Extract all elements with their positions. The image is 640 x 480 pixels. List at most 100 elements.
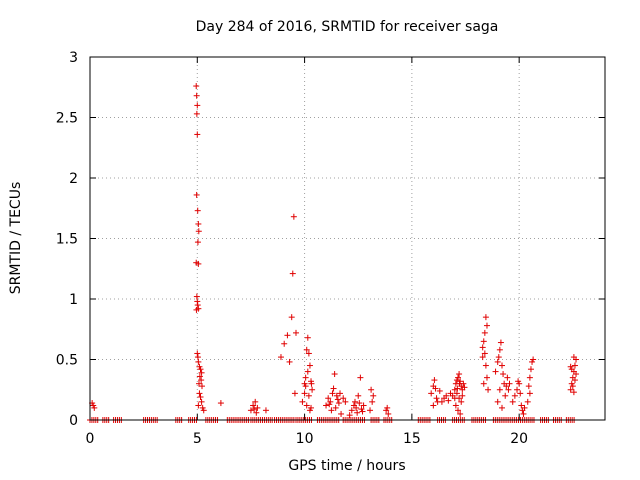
- data-point: [331, 371, 338, 378]
- x-tick-label: 20: [510, 431, 528, 447]
- data-point: [196, 390, 203, 397]
- data-point: [301, 390, 308, 397]
- data-point: [481, 329, 488, 336]
- data-point: [480, 338, 487, 345]
- data-point: [309, 386, 316, 393]
- data-point: [329, 390, 336, 397]
- data-point: [262, 407, 269, 414]
- data-point: [504, 374, 511, 381]
- data-point: [305, 350, 312, 357]
- data-point: [567, 386, 574, 393]
- data-point: [323, 402, 330, 409]
- data-point: [431, 377, 438, 384]
- data-point: [355, 392, 362, 399]
- data-point: [525, 383, 532, 390]
- data-point: [438, 398, 445, 405]
- data-point: [193, 191, 200, 198]
- data-point: [198, 398, 205, 405]
- data-point: [306, 362, 313, 369]
- data-point: [196, 380, 203, 387]
- data-point: [499, 362, 505, 369]
- data-point: [455, 374, 462, 381]
- data-point: [330, 385, 337, 392]
- data-point: [500, 371, 507, 378]
- data-point: [288, 314, 295, 321]
- data-point: [497, 339, 504, 346]
- data-point: [305, 392, 312, 399]
- data-point: [359, 408, 366, 415]
- data-point: [496, 386, 503, 393]
- data-point: [521, 404, 528, 411]
- data-point: [328, 407, 335, 414]
- data-point: [454, 385, 461, 392]
- data-point: [340, 395, 347, 402]
- x-tick-label: 5: [193, 431, 202, 447]
- data-point: [505, 386, 512, 393]
- data-point: [304, 334, 311, 341]
- data-point: [479, 354, 486, 361]
- data-point: [456, 371, 463, 378]
- data-point: [480, 380, 487, 387]
- data-point: [506, 380, 513, 387]
- data-point: [481, 350, 488, 357]
- data-point: [193, 83, 200, 90]
- chart-title: Day 284 of 2016, SRMTID for receiver sag…: [196, 19, 499, 35]
- data-point: [530, 356, 537, 363]
- data-point: [526, 390, 533, 397]
- data-point: [291, 390, 298, 397]
- data-point: [308, 380, 315, 387]
- data-point: [252, 398, 259, 405]
- data-point: [459, 392, 466, 399]
- axis-ticks: [89, 56, 605, 421]
- data-point: [451, 386, 458, 393]
- data-point: [284, 332, 291, 339]
- data-point: [385, 410, 392, 417]
- data-point: [197, 394, 204, 401]
- y-tick-label: 1.5: [56, 232, 78, 248]
- data-point: [194, 302, 201, 309]
- data-point: [250, 402, 257, 409]
- data-point: [326, 401, 333, 408]
- data-point: [304, 368, 311, 375]
- data-point: [338, 410, 345, 417]
- x-axis-title: GPS time / hours: [288, 458, 405, 474]
- data-point: [194, 131, 201, 138]
- data-point: [503, 383, 510, 390]
- data-point: [482, 362, 489, 369]
- y-tick-labels: 0 0.5 1 1.5 2 2.5 3: [56, 50, 78, 429]
- data-point: [515, 378, 522, 385]
- y-axis-title: SRMTID / TECUs: [8, 182, 24, 295]
- data-point: [571, 377, 578, 384]
- data-point: [496, 346, 503, 353]
- data-point: [352, 398, 359, 405]
- data-point: [517, 390, 524, 397]
- data-point: [336, 390, 343, 397]
- data-point: [483, 322, 490, 329]
- data-point: [346, 412, 353, 419]
- data-point: [370, 392, 377, 399]
- data-point: [514, 386, 521, 393]
- data-point: [432, 385, 439, 392]
- data-point: [356, 400, 363, 407]
- data-point: [91, 404, 98, 411]
- data-point: [367, 407, 374, 414]
- data-point: [281, 340, 288, 347]
- data-point: [518, 402, 525, 409]
- data-point: [457, 410, 464, 417]
- x-tick-label: 0: [86, 431, 95, 447]
- data-point: [251, 406, 258, 413]
- data-point: [384, 404, 391, 411]
- data-point: [194, 102, 201, 109]
- data-point: [495, 354, 502, 361]
- data-point: [193, 110, 200, 117]
- data-point: [200, 407, 207, 414]
- data-point: [334, 396, 341, 403]
- data-point: [573, 371, 580, 378]
- data-point: [193, 92, 200, 99]
- x-tick-label: 15: [403, 431, 421, 447]
- data-point: [325, 395, 332, 402]
- data-point: [433, 395, 440, 402]
- data-point: [369, 398, 376, 405]
- data-point: [570, 354, 577, 361]
